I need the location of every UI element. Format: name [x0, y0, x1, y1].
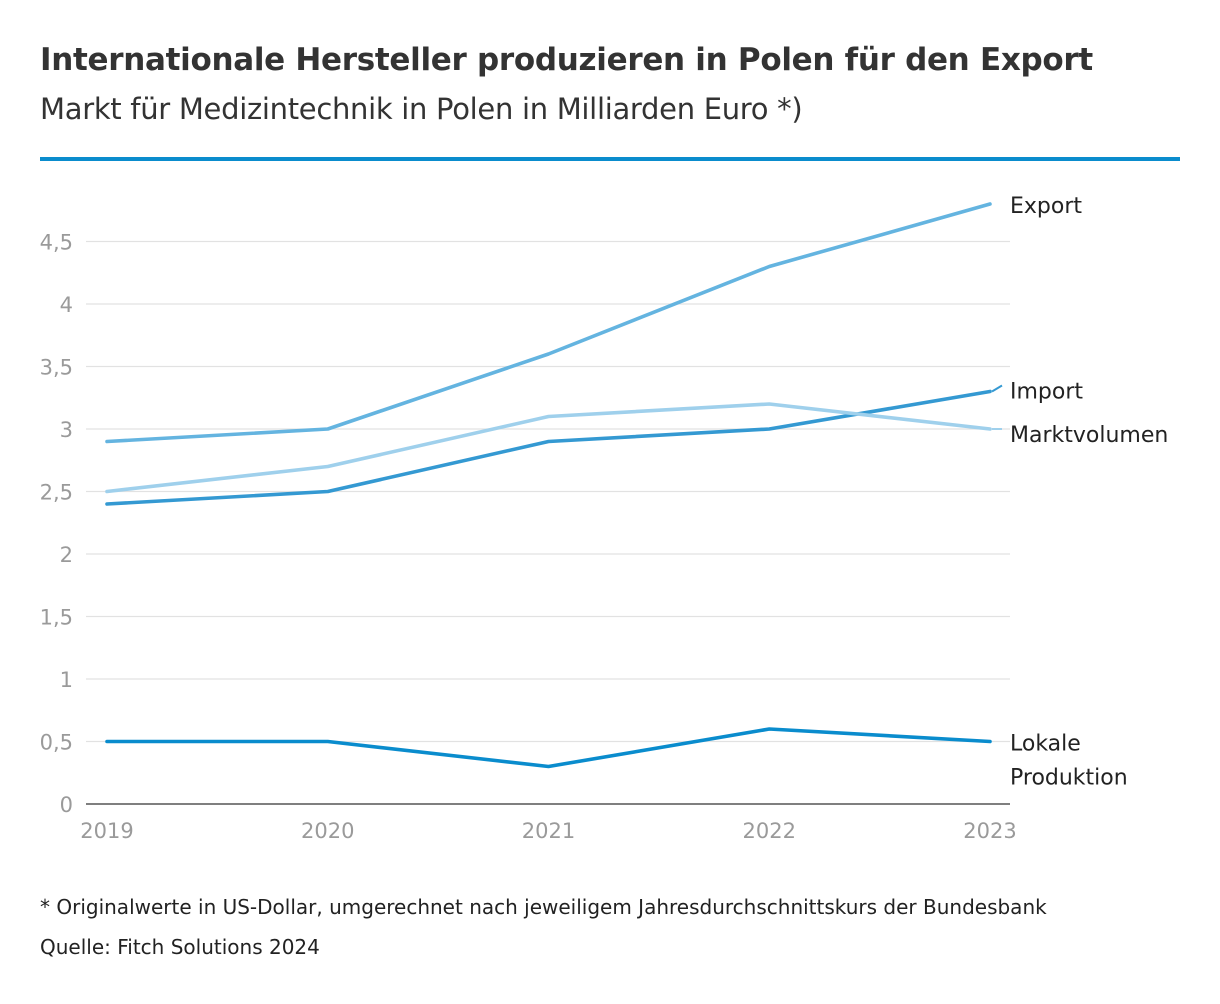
- series-label-lokale-produktion: Produktion: [1010, 766, 1128, 791]
- chart-subtitle: Markt für Medizintechnik in Polen in Mil…: [40, 92, 803, 126]
- series-line-marktvolumen: [105, 402, 992, 494]
- x-tick-label: 2019: [80, 819, 133, 843]
- y-tick-label: 1,5: [40, 606, 73, 630]
- source-note: Quelle: Fitch Solutions 2024: [40, 935, 320, 959]
- y-tick-label: 0,5: [40, 731, 73, 755]
- y-tick-label: 0: [60, 793, 73, 817]
- y-tick-label: 4: [60, 293, 73, 317]
- series-line-import: [105, 389, 992, 506]
- x-tick-label: 2020: [301, 819, 354, 843]
- series-line-export: [105, 202, 992, 444]
- y-tick-label: 3: [60, 418, 73, 442]
- x-tick-label: 2021: [522, 819, 575, 843]
- y-tick-label: 2: [60, 543, 73, 567]
- y-tick-label: 2,5: [40, 481, 73, 505]
- y-tick-label: 1: [60, 668, 73, 692]
- series-label-marktvolumen: Marktvolumen: [1010, 423, 1168, 448]
- series-label-import: Import: [1010, 380, 1083, 405]
- series-line-lokale-produktion: [105, 727, 992, 769]
- title-divider: [40, 157, 1180, 161]
- chart-title: Internationale Hersteller produzieren in…: [40, 42, 1093, 78]
- y-tick-label: 4,5: [40, 231, 73, 255]
- footnote: * Originalwerte in US-Dollar, umgerechne…: [40, 895, 1047, 919]
- label-connector-import: [991, 384, 1003, 393]
- x-tick-label: 2023: [963, 819, 1016, 843]
- y-tick-label: 3,5: [40, 356, 73, 380]
- series-labels: Export Import Marktvolumen Lokale Produktion: [991, 194, 1168, 791]
- series-label-export: Export: [1010, 194, 1082, 219]
- x-tick-label: 2022: [743, 819, 796, 843]
- series-lines: [105, 202, 992, 769]
- gridlines: [86, 240, 1010, 743]
- series-label-lokale-produktion: Lokale: [1010, 732, 1081, 757]
- axes: 0 0,5 1 1,5 2 2,5 3 3,5 4 4,5 2019 2020 2021 2022 2023: [40, 231, 1017, 844]
